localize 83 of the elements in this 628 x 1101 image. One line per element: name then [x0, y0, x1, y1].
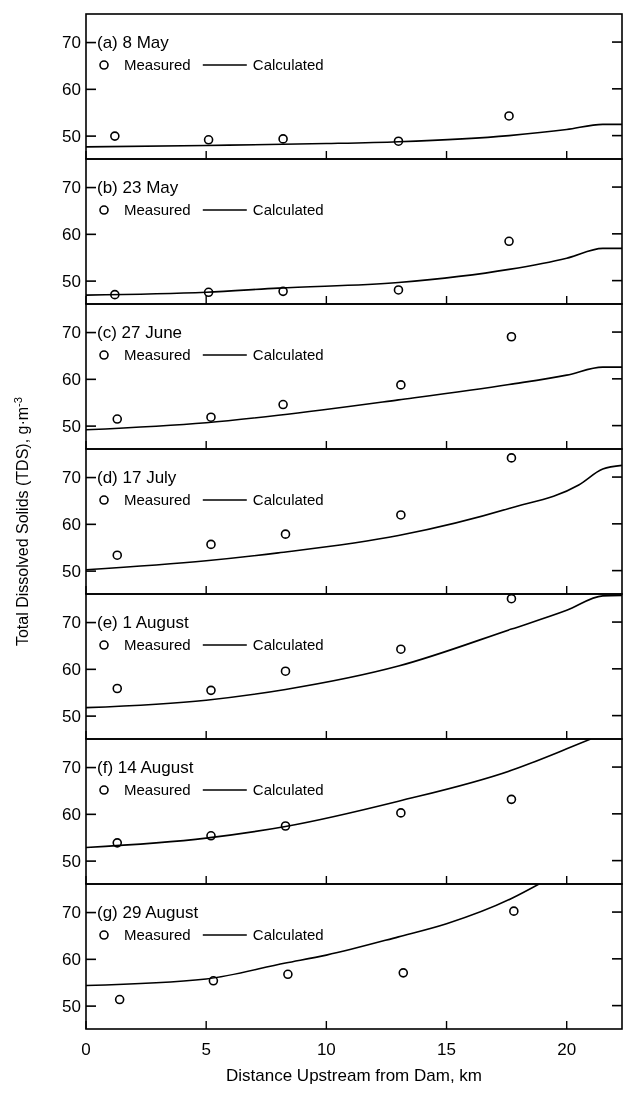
legend-label: Measured [124, 56, 191, 74]
point [393, 285, 404, 295]
point [110, 131, 120, 141]
y-tick-label: 60 [62, 514, 81, 534]
point [504, 111, 514, 121]
y-tick-label: 50 [62, 851, 81, 871]
point [112, 838, 123, 848]
legend-label: Measured [124, 781, 191, 799]
point [112, 683, 123, 694]
point [208, 976, 219, 986]
legend-label: Measured [124, 636, 191, 654]
text: (b) 23 May [97, 178, 179, 198]
y-tick-label: 50 [62, 416, 81, 436]
y-tick-label: 50 [62, 271, 81, 291]
y-tick-label: 50 [62, 996, 81, 1016]
point [280, 666, 291, 676]
x-tick-label: 10 [316, 1040, 336, 1059]
y-tick-label: 60 [62, 79, 81, 99]
legend-label: Measured [124, 491, 191, 509]
legend-label: Calculated [252, 636, 324, 654]
point [203, 135, 214, 145]
legend-label: Calculated [252, 926, 324, 944]
y-tick-label: 70 [62, 613, 81, 632]
point [278, 399, 288, 410]
point [396, 808, 406, 818]
point [393, 136, 404, 147]
y-tick-label: 50 [62, 561, 81, 581]
y-tick-label: 50 [62, 126, 81, 146]
legend-label: Calculated [252, 781, 324, 799]
point [506, 453, 517, 463]
y-tick-label: 60 [62, 804, 81, 824]
x-axis-title: Distance Upstream from Dam, km [226, 1066, 482, 1085]
legend-label: Calculated [252, 346, 324, 364]
legend-label: Measured [124, 346, 191, 364]
text: (d) 17 July [97, 468, 177, 488]
point [206, 412, 216, 422]
point [112, 414, 123, 424]
x-tick-label: 0 [81, 1040, 91, 1059]
y-tick-label: 70 [62, 33, 81, 52]
y-tick-label: 70 [62, 903, 81, 922]
point [396, 510, 406, 520]
text: (f) 14 August [97, 758, 194, 778]
legend-label: Measured [124, 201, 191, 219]
text: (a) 8 May [97, 33, 170, 53]
y-tick-label: 60 [62, 659, 81, 679]
legend-label: Measured [124, 926, 191, 944]
point [504, 236, 514, 247]
point [278, 286, 288, 297]
y-tick-label: 70 [62, 468, 81, 487]
legend-label: Calculated [252, 491, 324, 509]
text: (e) 1 August [97, 613, 189, 633]
point [114, 994, 125, 1005]
point [206, 831, 216, 841]
point [110, 289, 120, 300]
x-tick-label: 5 [201, 1040, 211, 1059]
text: (g) 29 August [97, 903, 199, 923]
point [206, 539, 216, 550]
text: (c) 27 June [97, 323, 183, 343]
y-tick-label: 70 [62, 758, 81, 777]
y-tick-label: 70 [62, 323, 81, 342]
x-tick-label: 15 [437, 1040, 456, 1059]
y-tick-label: 60 [62, 949, 81, 969]
point [203, 287, 214, 298]
point [280, 821, 291, 831]
legend-label: Calculated [252, 201, 324, 219]
point [280, 529, 291, 539]
point [396, 380, 406, 390]
point [283, 969, 293, 980]
point [506, 594, 517, 604]
y-tick-label: 60 [62, 369, 81, 389]
legend-label: Calculated [252, 56, 324, 74]
point [278, 134, 288, 144]
point [509, 906, 519, 916]
point [506, 331, 517, 342]
point [112, 550, 123, 560]
point [506, 794, 517, 805]
point [206, 685, 216, 696]
y-tick-label: 60 [62, 224, 81, 244]
y-tick-label: 50 [62, 706, 81, 726]
x-tick-label: 20 [557, 1040, 577, 1059]
point [398, 968, 409, 978]
y-tick-label: 70 [62, 178, 81, 197]
point [396, 644, 406, 654]
